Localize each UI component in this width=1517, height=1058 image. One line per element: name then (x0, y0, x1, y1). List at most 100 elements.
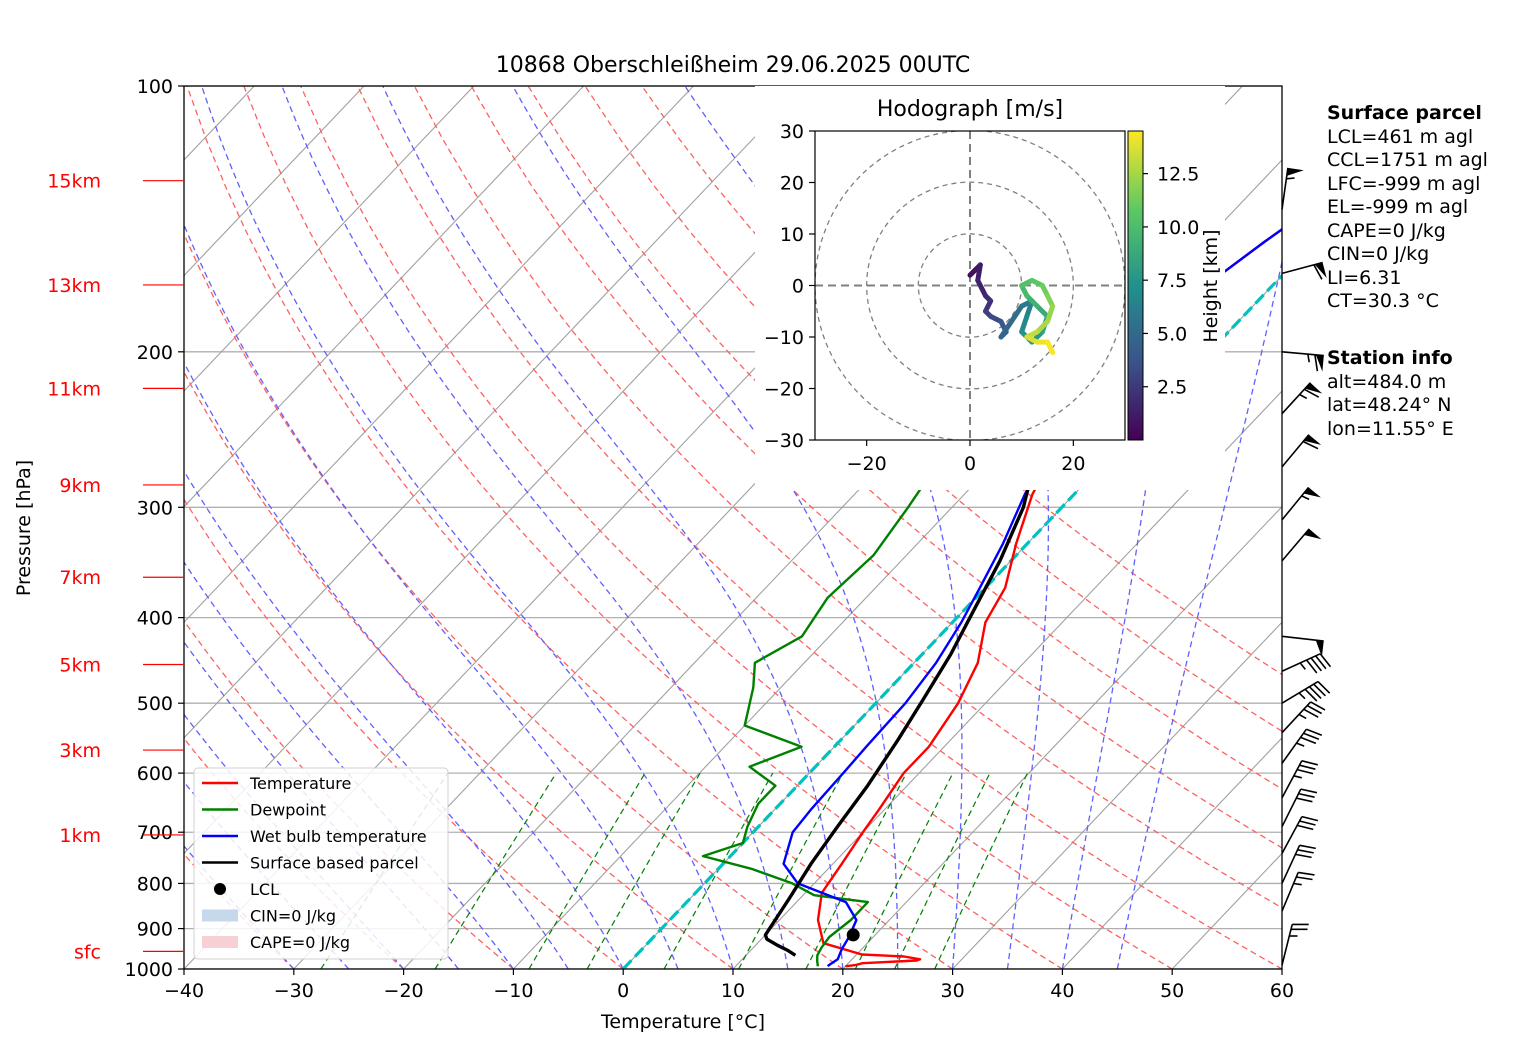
wind-barb-feather (1296, 797, 1313, 803)
wind-barb-half-feather (1293, 775, 1302, 779)
wind-barb-feather (1304, 688, 1318, 702)
wind-barb-staff (1281, 701, 1312, 734)
hodograph-title: Hodograph [m/s] (877, 97, 1063, 122)
hodograph-trace-segment (1045, 303, 1056, 325)
wind-barb-feather (1295, 853, 1312, 859)
isotherm-line (622, 274, 1282, 969)
wind-barb-feather (1297, 849, 1314, 854)
mixing-ratio-line (934, 772, 1029, 969)
y-tick-label: 400 (137, 608, 173, 630)
wind-barb-feather (1299, 820, 1316, 826)
height-label: 1km (59, 825, 101, 847)
moist-adiabat-line (281, 86, 789, 969)
x-tick-label: −20 (384, 980, 424, 1002)
wind-barb-half-feather (1298, 692, 1306, 700)
hodograph-trace-segment (998, 319, 1014, 340)
y-tick-label: 900 (137, 919, 173, 941)
x-tick-label: −40 (164, 980, 204, 1002)
hodograph-y-tick-label: 10 (780, 224, 804, 246)
dry-adiabat-line (413, 86, 1282, 909)
wind-barb-half-feather (1307, 354, 1310, 363)
wind-barb-flag (1315, 640, 1324, 658)
legend-label: LCL (250, 880, 279, 899)
dry-adiabat-line (357, 86, 1282, 969)
legend-patch-swatch (202, 909, 238, 922)
hodograph-trace-segment (1019, 313, 1030, 335)
wind-barb-feather (1315, 655, 1327, 670)
x-tick-label: −30 (274, 980, 314, 1002)
hodograph-y-tick-label: −20 (764, 379, 804, 401)
moist-adiabat-line (201, 86, 734, 969)
wind-barb (1281, 382, 1323, 415)
x-axis-label: Temperature [°C] (600, 1011, 765, 1033)
wind-barb (1281, 261, 1327, 280)
wind-barb-flag (1304, 528, 1322, 540)
wind-barb-staff (1281, 434, 1310, 468)
hodograph-y-tick-label: 20 (780, 173, 804, 195)
dry-adiabat-line (470, 86, 1282, 849)
wind-barb-feather (1298, 871, 1315, 876)
mixing-ratio-line (663, 772, 774, 969)
y-tick-label: 1000 (125, 959, 173, 981)
legend-item: Wet bulb temperature (202, 827, 427, 846)
y-tick-label: 200 (137, 342, 173, 364)
wind-barb-staff (1281, 816, 1303, 854)
colorbar-tick-label: 5.0 (1157, 323, 1187, 345)
wind-barb-feather (1305, 659, 1318, 674)
wind-barb-staff (1281, 844, 1301, 884)
wind-barb-feather (1319, 653, 1332, 668)
moist-adiabat-line (184, 561, 514, 969)
wind-barb (1281, 653, 1332, 674)
wind-barb-feather (1296, 768, 1314, 775)
isotherm-line (1062, 737, 1282, 969)
x-tick-label: 20 (831, 980, 855, 1002)
wind-barb-staff (1281, 872, 1299, 912)
moist-adiabat-line (184, 361, 624, 969)
surface-parcel-cin: CIN=0 J/kg (1327, 243, 1430, 265)
colorbar-tick-label: 12.5 (1157, 164, 1199, 186)
wind-barb-feather (1297, 824, 1314, 831)
wind-barb (1281, 635, 1324, 658)
wind-barb-half-feather (1298, 713, 1307, 720)
wind-barb-flag (1304, 382, 1323, 394)
surface-parcel-lcl: LCL=461 m agl (1327, 125, 1474, 148)
isotherm-line (842, 505, 1282, 969)
y-tick-label: 600 (137, 763, 173, 785)
x-tick-label: 30 (941, 980, 965, 1002)
wind-barb (1281, 528, 1322, 562)
wind-barb-staff (1281, 167, 1289, 210)
legend-label: Wet bulb temperature (250, 827, 427, 846)
wind-barb-staff (1281, 653, 1321, 672)
surface-parcel-cape: CAPE=0 J/kg (1327, 219, 1446, 242)
mixing-ratio-line (434, 772, 557, 969)
wind-barb (1281, 701, 1326, 734)
wind-barb-flag (1303, 434, 1322, 445)
wind-barb-feather (1299, 764, 1316, 770)
wind-barb (1281, 351, 1324, 372)
wind-barb (1281, 434, 1322, 468)
wind-barb (1281, 486, 1321, 521)
wind-barb (1281, 167, 1304, 210)
wind-barb (1281, 871, 1315, 912)
x-tick-label: 0 (617, 980, 629, 1002)
wind-barb-staff (1281, 760, 1303, 799)
height-label: 5km (59, 654, 101, 676)
station-latitude: lat=48.24° N (1327, 394, 1452, 416)
wind-barb-half-feather (1299, 662, 1306, 670)
hodograph-y-tick-label: −10 (764, 327, 804, 349)
legend-item: Dewpoint (202, 801, 326, 820)
hodograph-y-tick-label: 0 (792, 276, 804, 298)
station-altitude: alt=484.0 m (1327, 370, 1447, 393)
moist-adiabat-line (684, 86, 963, 969)
legend-patch-swatch (202, 936, 238, 948)
wind-barb-staff (1281, 728, 1308, 764)
y-tick-label: 300 (137, 497, 173, 519)
dry-adiabat-line (184, 498, 624, 969)
mixing-ratio-line (528, 772, 646, 969)
hodograph-y-tick-label: −30 (764, 430, 804, 452)
wind-barb-half-feather (1286, 177, 1295, 180)
y-tick-label: 800 (137, 873, 173, 895)
wind-barb-staff (1281, 924, 1293, 966)
wind-barb-feather (1313, 264, 1323, 280)
wind-barb (1281, 788, 1318, 828)
